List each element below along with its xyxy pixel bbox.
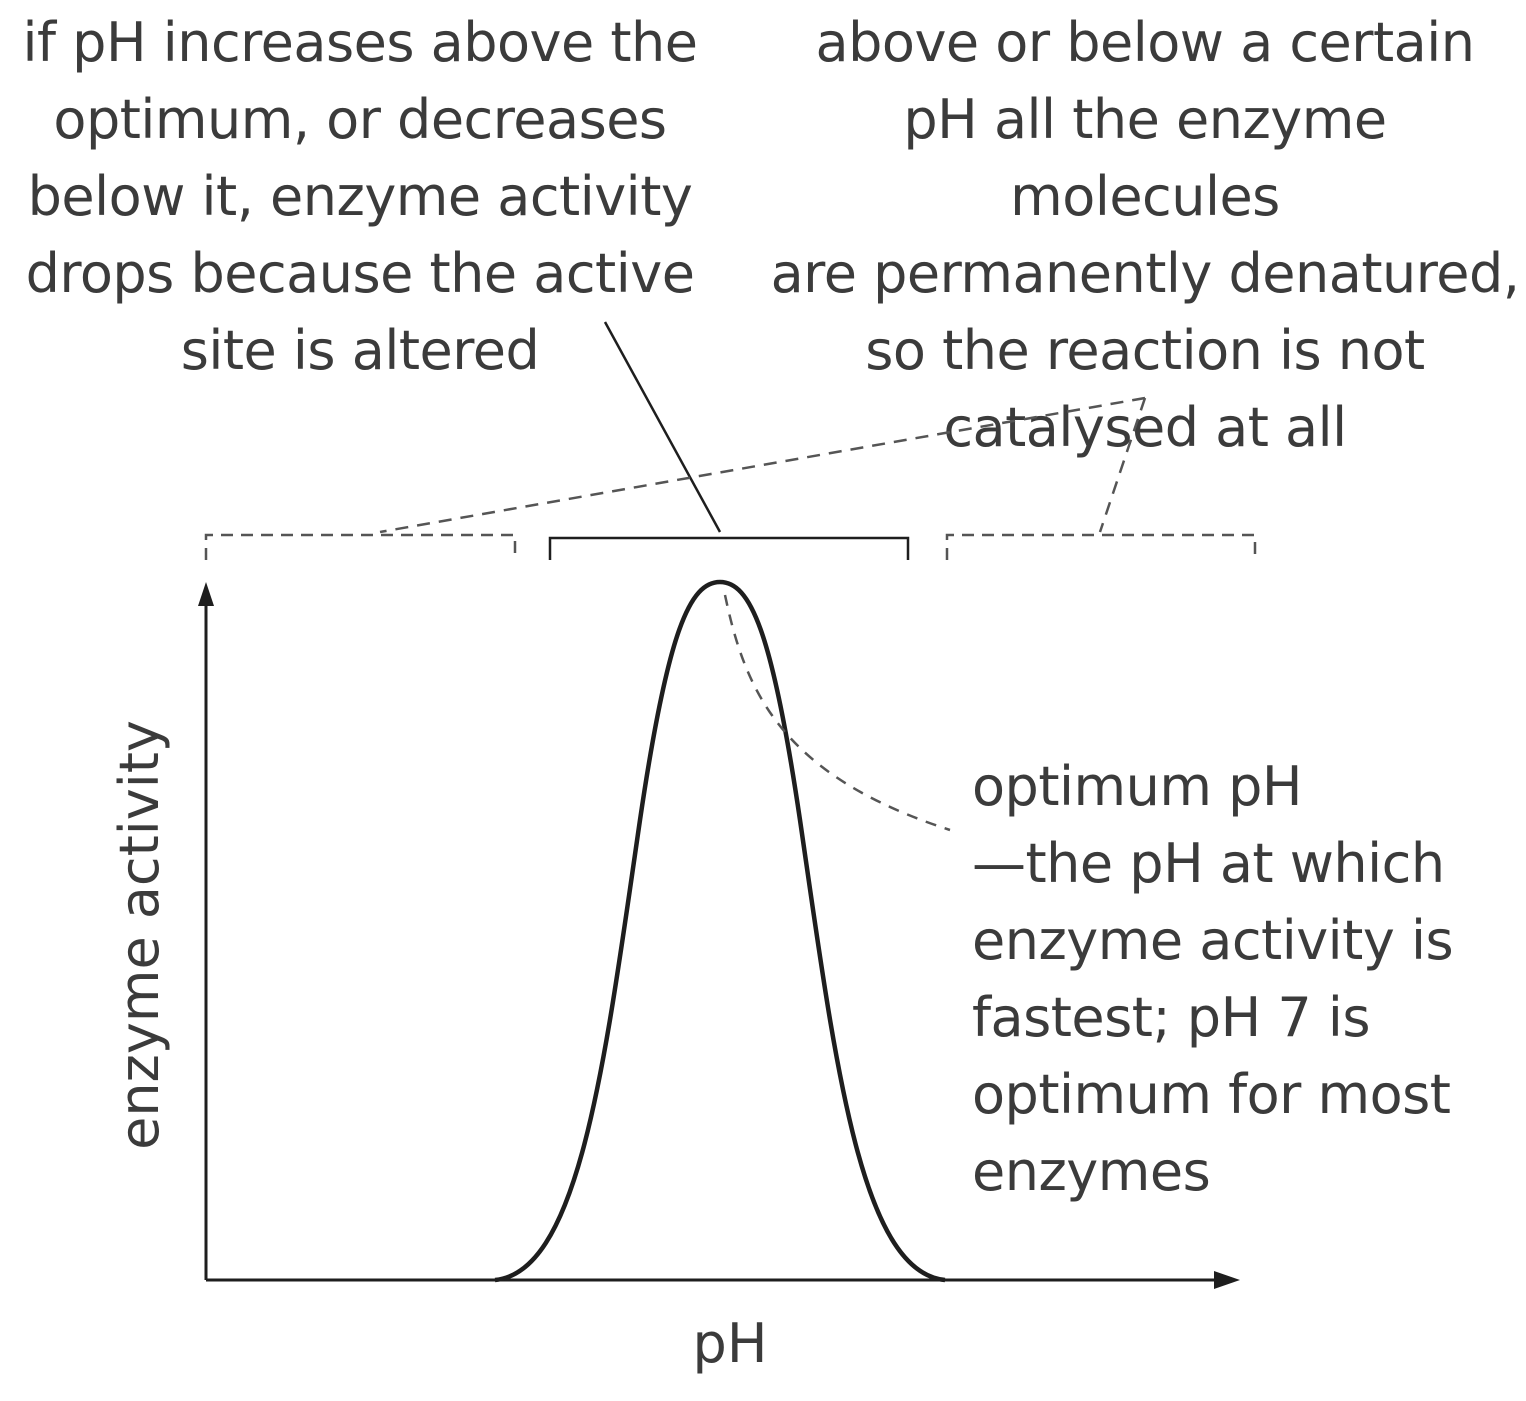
x-axis-label: pH <box>692 1312 768 1375</box>
bracket-right-range <box>945 533 1257 560</box>
leader-line-denatured-left <box>379 396 1146 534</box>
bracket-left-range <box>204 533 517 560</box>
y-axis-label: enzyme activity <box>108 720 171 1150</box>
y-axis-arrowhead <box>198 582 214 606</box>
leader-line-optimum <box>723 594 951 832</box>
annotation-reduced-activity: if pH increases above the optimum, or de… <box>22 11 699 382</box>
x-axis-arrowhead <box>1214 1271 1240 1289</box>
activity-curve <box>494 579 946 1283</box>
annotation-denatured: above or below a certain pH all the enzy… <box>770 11 1520 459</box>
annotation-optimum-ph: optimum pH —the pH at which enzyme activ… <box>972 755 1454 1203</box>
leader-line-denatured-right <box>1098 397 1147 533</box>
leader-line-left-annotation <box>603 321 722 533</box>
bracket-middle-range <box>548 536 910 560</box>
